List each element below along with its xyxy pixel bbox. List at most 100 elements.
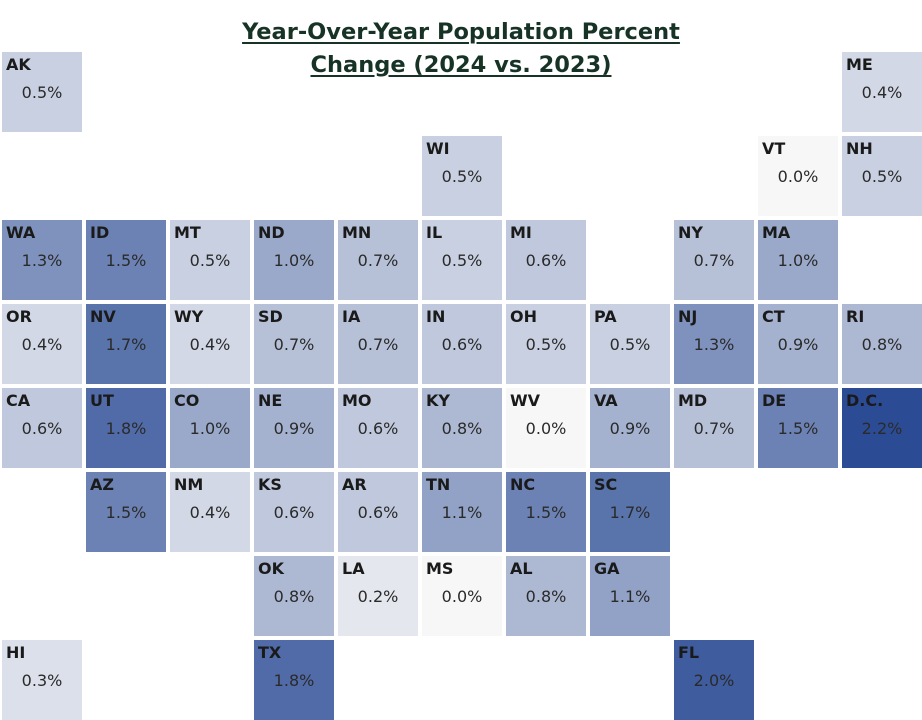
state-tile-hi: HI 0.3% xyxy=(2,640,82,720)
state-tile-wi: WI 0.5% xyxy=(422,136,502,216)
state-tile-ma: MA 1.0% xyxy=(758,220,838,300)
state-percent-change: 1.3% xyxy=(693,335,735,354)
state-percent-change: 0.6% xyxy=(441,335,483,354)
state-percent-change: 1.7% xyxy=(609,503,651,522)
state-percent-change: 0.6% xyxy=(525,251,567,270)
state-tile-nm: NM 0.4% xyxy=(170,472,250,552)
state-abbreviation: AL xyxy=(510,559,533,578)
state-percent-change: 0.5% xyxy=(441,167,483,186)
state-abbreviation: CT xyxy=(762,307,785,326)
state-abbreviation: CA xyxy=(6,391,31,410)
state-tile-nh: NH 0.5% xyxy=(842,136,922,216)
state-percent-change: 0.9% xyxy=(609,419,651,438)
state-tile-mt: MT 0.5% xyxy=(170,220,250,300)
state-tile-wy: WY 0.4% xyxy=(170,304,250,384)
state-percent-change: 1.0% xyxy=(273,251,315,270)
state-percent-change: 0.3% xyxy=(21,671,63,690)
state-abbreviation: AK xyxy=(6,55,31,74)
state-percent-change: 2.2% xyxy=(861,419,903,438)
state-percent-change: 2.0% xyxy=(693,671,735,690)
state-percent-change: 0.5% xyxy=(861,167,903,186)
state-abbreviation: D.C. xyxy=(846,391,884,410)
state-tile-ut: UT 1.8% xyxy=(86,388,166,468)
map-title-line-2: Change (2024 vs. 2023) xyxy=(310,52,612,78)
state-abbreviation: WV xyxy=(510,391,541,410)
state-percent-change: 1.7% xyxy=(105,335,147,354)
state-abbreviation: NE xyxy=(258,391,283,410)
state-tile-ga: GA 1.1% xyxy=(590,556,670,636)
state-tile-nd: ND 1.0% xyxy=(254,220,334,300)
state-tile-ok: OK 0.8% xyxy=(254,556,334,636)
state-abbreviation: SC xyxy=(594,475,618,494)
state-abbreviation: PA xyxy=(594,307,617,326)
state-tile-nj: NJ 1.3% xyxy=(674,304,754,384)
state-abbreviation: OR xyxy=(6,307,32,326)
state-abbreviation: FL xyxy=(678,643,700,662)
state-percent-change: 0.7% xyxy=(693,419,735,438)
state-abbreviation: NJ xyxy=(678,307,698,326)
state-abbreviation: VA xyxy=(594,391,618,410)
map-title: Year-Over-Year Population Percent Change… xyxy=(0,16,922,82)
state-percent-change: 0.9% xyxy=(777,335,819,354)
state-tile-sd: SD 0.7% xyxy=(254,304,334,384)
state-percent-change: 1.1% xyxy=(609,587,651,606)
state-percent-change: 0.5% xyxy=(21,83,63,102)
state-abbreviation: KY xyxy=(426,391,450,410)
state-percent-change: 1.5% xyxy=(105,251,147,270)
state-abbreviation: MT xyxy=(174,223,201,242)
state-tile-md: MD 0.7% xyxy=(674,388,754,468)
state-tile-sc: SC 1.7% xyxy=(590,472,670,552)
state-percent-change: 0.8% xyxy=(441,419,483,438)
state-percent-change: 0.4% xyxy=(189,503,231,522)
state-abbreviation: ND xyxy=(258,223,285,242)
state-percent-change: 1.1% xyxy=(441,503,483,522)
state-percent-change: 0.8% xyxy=(273,587,315,606)
state-abbreviation: WI xyxy=(426,139,450,158)
state-percent-change: 1.0% xyxy=(189,419,231,438)
state-tile-in: IN 0.6% xyxy=(422,304,502,384)
state-percent-change: 0.6% xyxy=(357,503,399,522)
state-percent-change: 0.9% xyxy=(273,419,315,438)
state-percent-change: 0.7% xyxy=(273,335,315,354)
state-percent-change: 1.3% xyxy=(21,251,63,270)
state-abbreviation: MA xyxy=(762,223,791,242)
state-abbreviation: IA xyxy=(342,307,361,326)
state-tile-ca: CA 0.6% xyxy=(2,388,82,468)
state-tile-pa: PA 0.5% xyxy=(590,304,670,384)
state-tile-mo: MO 0.6% xyxy=(338,388,418,468)
state-abbreviation: LA xyxy=(342,559,365,578)
state-percent-change: 0.7% xyxy=(357,251,399,270)
state-tile-ne: NE 0.9% xyxy=(254,388,334,468)
state-tile-me: ME 0.4% xyxy=(842,52,922,132)
state-percent-change: 0.4% xyxy=(189,335,231,354)
state-tile-il: IL 0.5% xyxy=(422,220,502,300)
state-abbreviation: NH xyxy=(846,139,873,158)
state-tile-mn: MN 0.7% xyxy=(338,220,418,300)
state-tile-va: VA 0.9% xyxy=(590,388,670,468)
state-percent-change: 0.7% xyxy=(357,335,399,354)
state-abbreviation: NC xyxy=(510,475,536,494)
state-tile-tn: TN 1.1% xyxy=(422,472,502,552)
state-tile-wa: WA 1.3% xyxy=(2,220,82,300)
state-abbreviation: RI xyxy=(846,307,865,326)
state-percent-change: 1.5% xyxy=(777,419,819,438)
state-percent-change: 1.0% xyxy=(777,251,819,270)
state-percent-change: 0.8% xyxy=(525,587,567,606)
state-percent-change: 0.4% xyxy=(861,83,903,102)
state-tile-al: AL 0.8% xyxy=(506,556,586,636)
state-tile-ms: MS 0.0% xyxy=(422,556,502,636)
state-tile-ct: CT 0.9% xyxy=(758,304,838,384)
state-percent-change: 0.6% xyxy=(357,419,399,438)
state-tile-la: LA 0.2% xyxy=(338,556,418,636)
state-percent-change: 1.8% xyxy=(273,671,315,690)
state-tile-az: AZ 1.5% xyxy=(86,472,166,552)
state-abbreviation: NM xyxy=(174,475,204,494)
state-tile-ny: NY 0.7% xyxy=(674,220,754,300)
map-title-line-1: Year-Over-Year Population Percent xyxy=(242,19,680,45)
state-percent-change: 0.5% xyxy=(525,335,567,354)
state-abbreviation: HI xyxy=(6,643,26,662)
state-tile-wv: WV 0.0% xyxy=(506,388,586,468)
state-tile-nv: NV 1.7% xyxy=(86,304,166,384)
state-abbreviation: MN xyxy=(342,223,372,242)
